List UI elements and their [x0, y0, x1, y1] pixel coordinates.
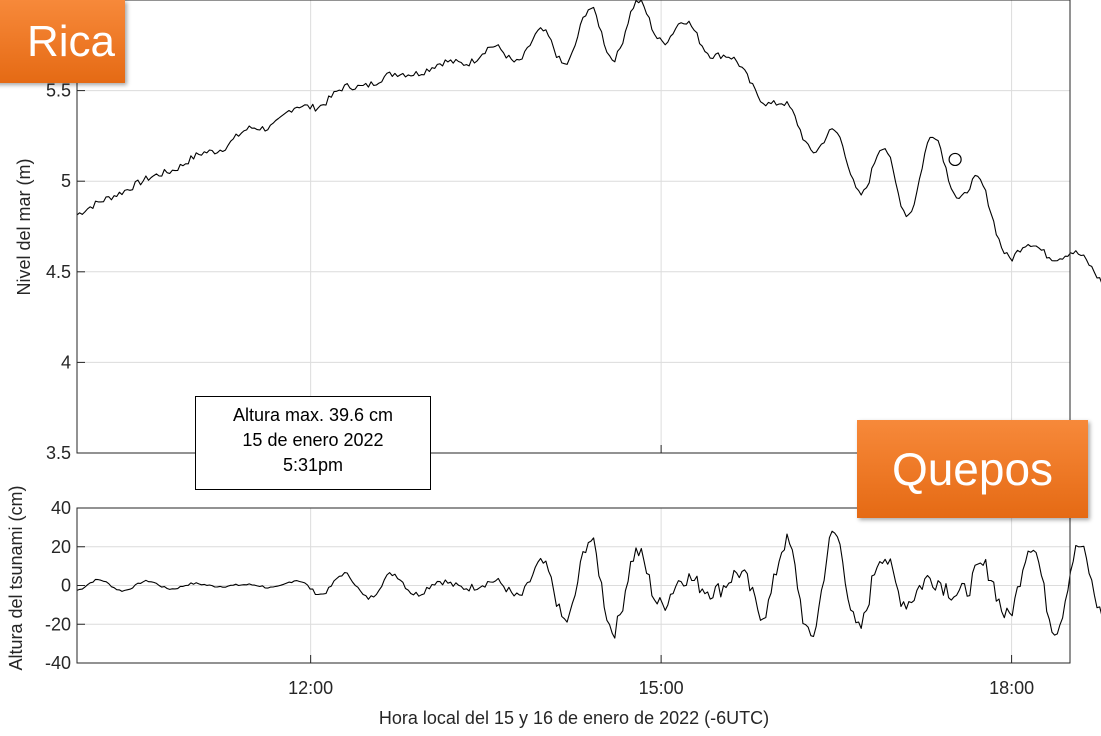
- annotation-line-2: 15 de enero 2022: [242, 430, 384, 450]
- annotation-line-1: Altura max. 39.6 cm: [232, 405, 394, 425]
- sea-level-plot-area: [77, 0, 1070, 453]
- x-tick-label: 18:00: [989, 678, 1034, 698]
- y-tick-label: 5: [61, 171, 71, 191]
- y-tick-label: 0: [61, 576, 71, 596]
- tsunami-xlabel: Hora local del 15 y 16 de enero de 2022 …: [379, 708, 769, 728]
- y-tick-label: 4.5: [46, 262, 71, 282]
- y-tick-label: -20: [45, 614, 71, 634]
- location-banner-left: Rica: [0, 0, 125, 83]
- sea-level-ylabel: Nivel del mar (m): [14, 158, 34, 295]
- annotation-line-3: 5:31pm: [282, 455, 344, 475]
- y-tick-label: 40: [51, 498, 71, 518]
- y-tick-label: 20: [51, 537, 71, 557]
- sea-level-axes-box: [76, 0, 1071, 454]
- tsunami-ylabel: Altura del tsunami (cm): [6, 485, 26, 670]
- tsunami-axes: 12:0015:0018:0021:0000:0003:0006:0009:00…: [6, 485, 1101, 728]
- max-marker: [948, 152, 962, 167]
- y-tick-label: 4: [61, 352, 71, 372]
- y-tick-label: -40: [45, 653, 71, 673]
- y-tick-label: 3.5: [46, 443, 71, 463]
- tsunami-tick-labels: 12:0015:0018:0021:0000:0003:0006:0009:00…: [45, 498, 1034, 698]
- x-tick-label: 15:00: [639, 678, 684, 698]
- location-banner-quepos: Quepos: [857, 420, 1088, 518]
- max-height-annotation: Altura max. 39.6 cm 15 de enero 2022 5:3…: [195, 396, 431, 490]
- sea-level-axes: 3.544.555.56 Nivel del mar (m): [14, 0, 1101, 463]
- x-tick-label: 12:00: [288, 678, 333, 698]
- y-tick-label: 5.5: [46, 81, 71, 101]
- series-line: [76, 530, 1101, 639]
- sea-level-series: [76, 0, 1101, 283]
- series-line: [76, 0, 1101, 283]
